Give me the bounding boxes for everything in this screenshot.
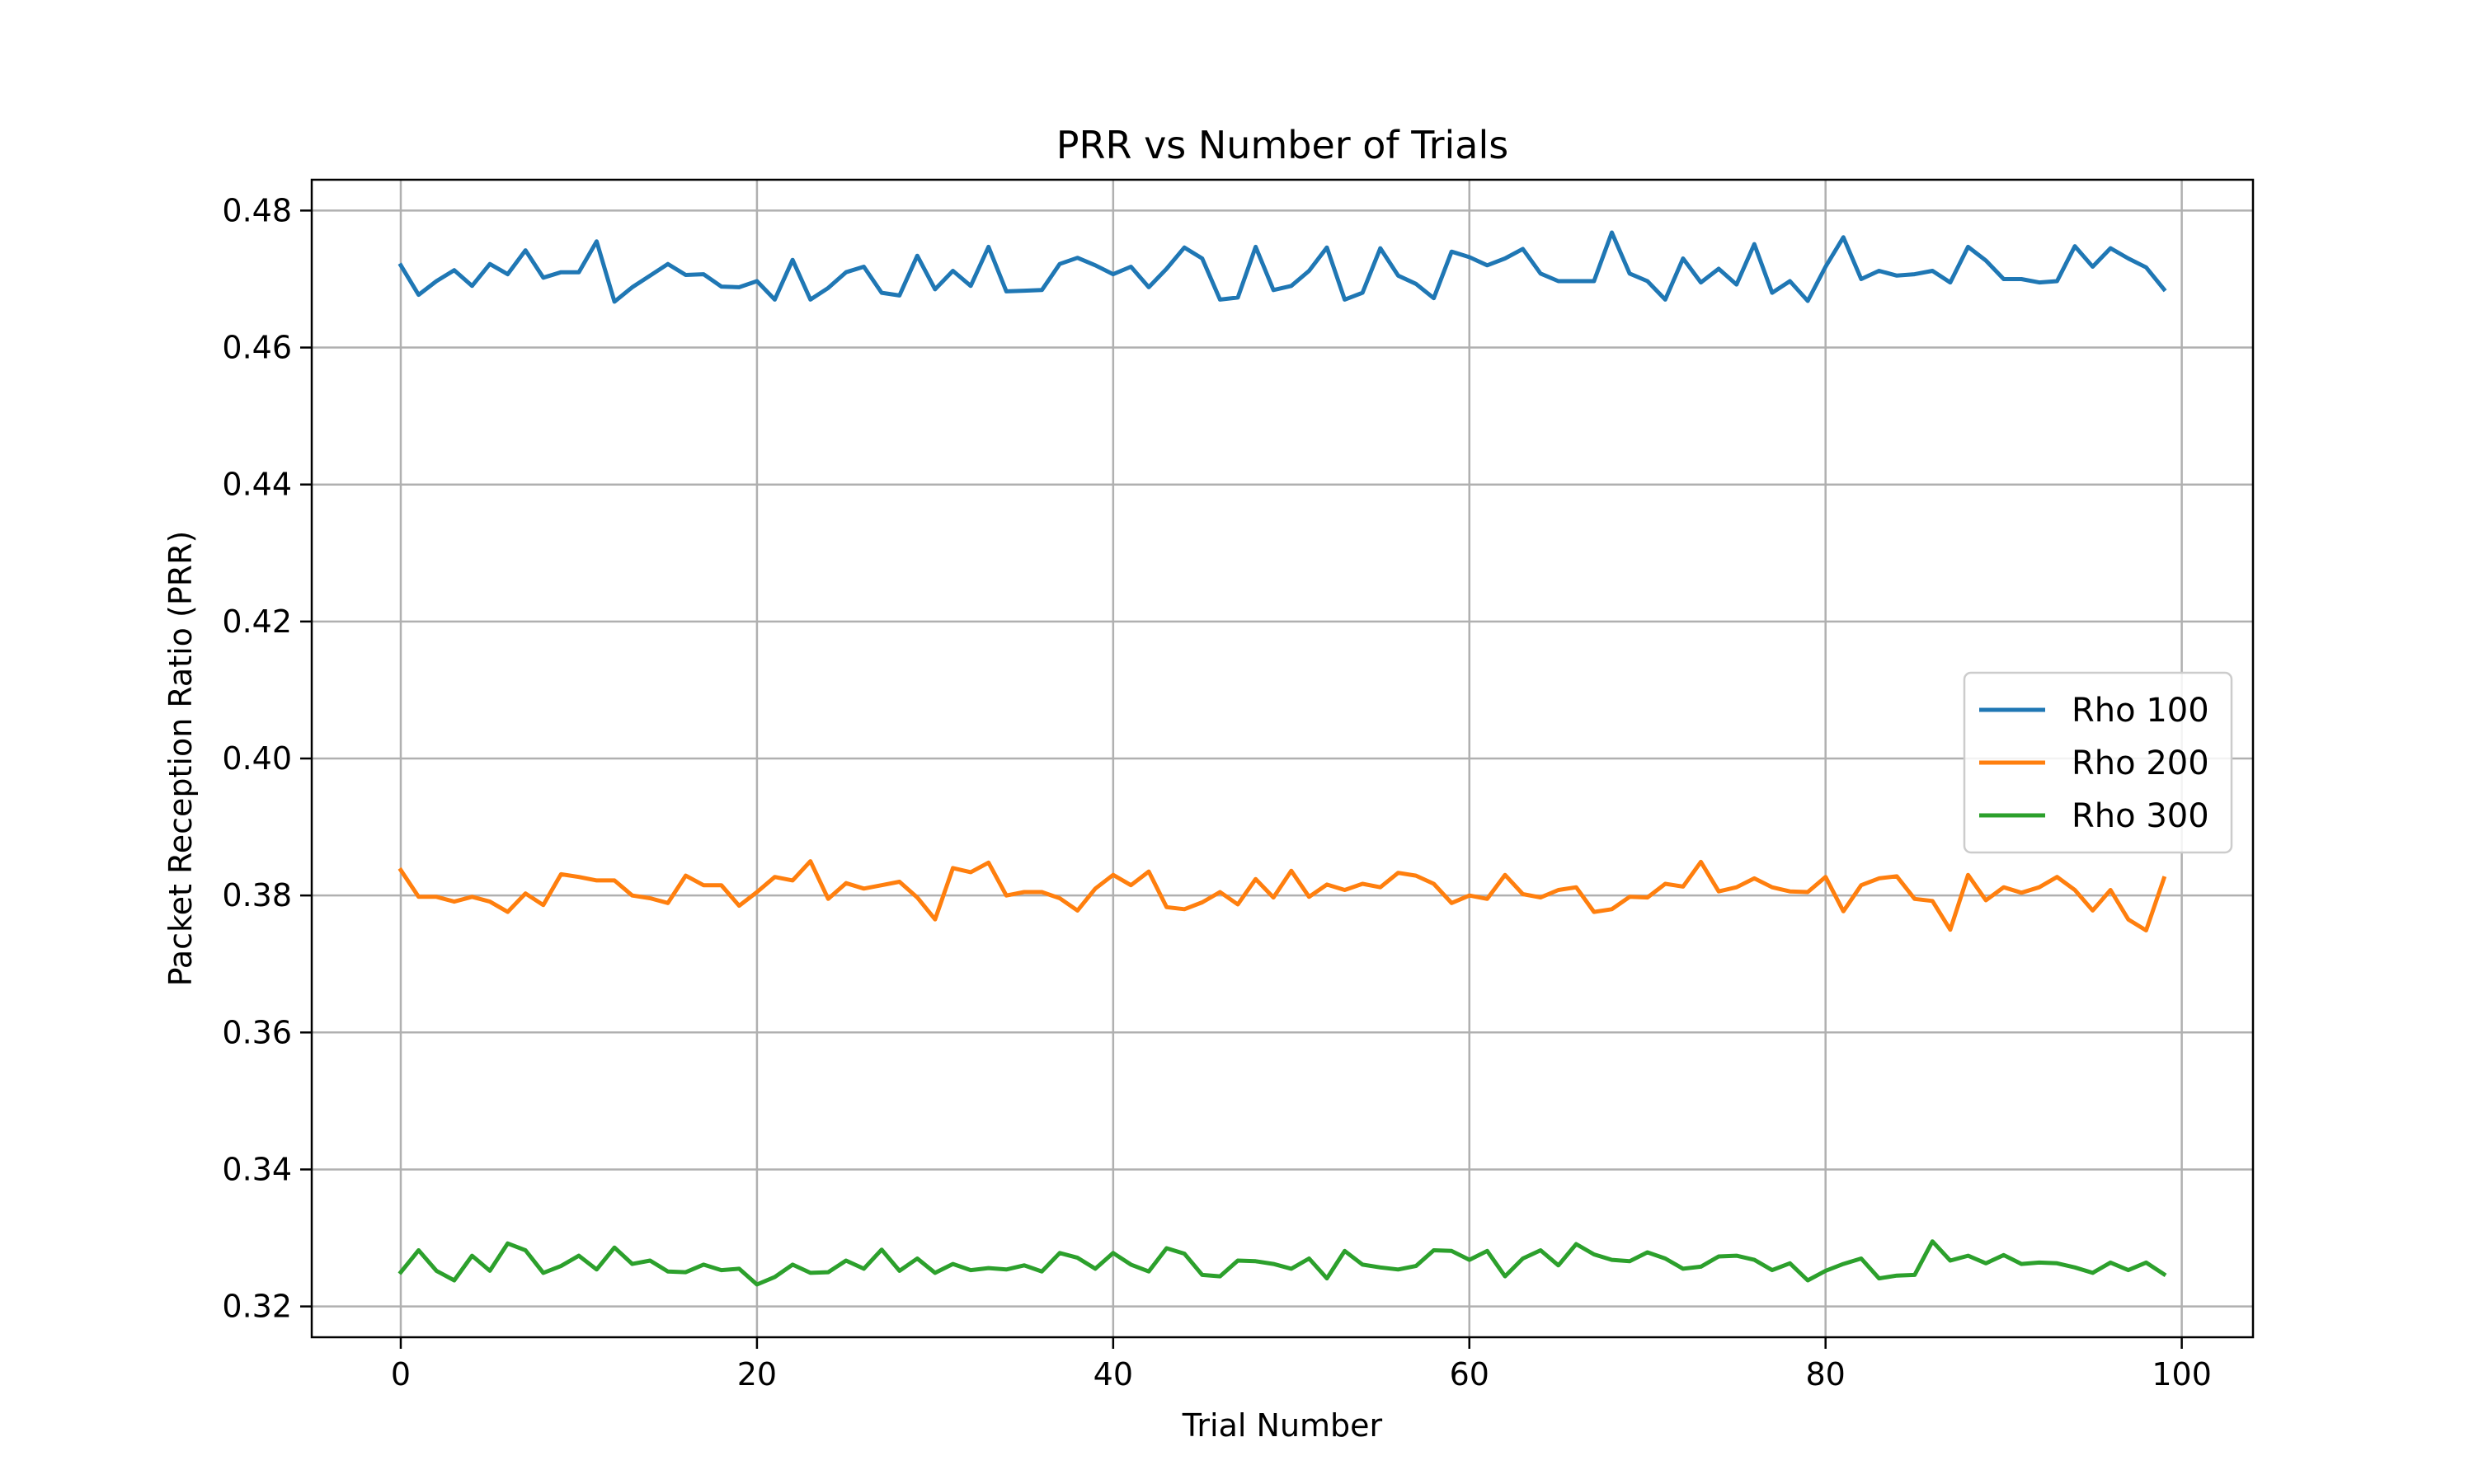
series-lines: [397, 230, 2167, 1287]
x-axis-label: Trial Number: [1182, 1407, 1383, 1444]
x-tick-label: 80: [1806, 1356, 1846, 1392]
y-tick-label: 0.40: [222, 740, 292, 777]
series-line-rho-300: [397, 1239, 2167, 1287]
y-tick-label: 0.42: [222, 603, 292, 640]
chart-title: PRR vs Number of Trials: [1056, 123, 1508, 167]
legend-label-rho-200: Rho 200: [2072, 744, 2209, 782]
grid-lines: [312, 180, 2253, 1337]
y-tick-label: 0.38: [222, 877, 292, 913]
y-axis-label: Packet Reception Ratio (PRR): [162, 531, 199, 987]
series-line-rho-100: [397, 230, 2167, 304]
legend-box: [1963, 671, 2233, 854]
series-line-rho-200: [397, 859, 2167, 932]
legend: Rho 100 Rho 200 Rho 300: [1963, 671, 2233, 854]
x-tick-label: 60: [1450, 1356, 1489, 1392]
x-tick-label: 40: [1094, 1356, 1133, 1392]
y-tick-label: 0.34: [222, 1151, 292, 1187]
axis-ticks: 0 20 40 60 80 100 0.32 0.34 0.36 0.38 0.40 0.42 0.44…: [222, 192, 2211, 1392]
x-tick-label: 100: [2152, 1356, 2212, 1392]
y-tick-label: 0.46: [222, 330, 292, 366]
y-tick-label: 0.44: [222, 467, 292, 503]
y-tick-label: 0.32: [222, 1289, 292, 1325]
legend-label-rho-100: Rho 100: [2072, 692, 2209, 730]
y-tick-label: 0.48: [222, 192, 292, 228]
x-tick-label: 0: [391, 1356, 411, 1392]
x-tick-label: 20: [737, 1356, 777, 1392]
legend-label-rho-300: Rho 300: [2072, 797, 2209, 835]
y-tick-label: 0.36: [222, 1014, 292, 1050]
